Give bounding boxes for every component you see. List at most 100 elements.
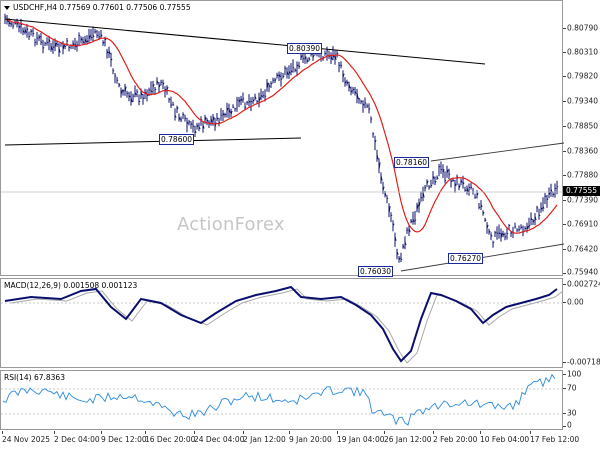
ohlc-tick — [528, 224, 531, 227]
ohlc-tick — [124, 86, 127, 93]
ohlc-tick — [118, 83, 121, 86]
time-label: 24 Nov 2025 — [2, 435, 51, 444]
ohlc-tick — [162, 82, 165, 86]
time-tick — [337, 431, 338, 434]
ohlc-tick — [100, 33, 103, 37]
ohlc-tick — [8, 21, 11, 25]
ohlc-tick — [538, 214, 541, 217]
ohlc-tick — [348, 83, 351, 89]
ohlc-tick — [412, 218, 415, 222]
ohlc-tick — [540, 207, 543, 211]
macd-canvas — [1, 285, 564, 364]
ohlc-tick — [62, 44, 65, 51]
ohlc-tick — [204, 116, 207, 121]
ohlc-tick — [58, 47, 61, 53]
ohlc-tick — [228, 108, 231, 113]
ohlc-tick — [460, 179, 463, 183]
ohlc-tick — [406, 229, 409, 231]
rsi-panel[interactable]: RSI(14) 67.8363 — [0, 370, 564, 430]
ohlc-tick — [212, 116, 215, 122]
tick-mark — [563, 249, 566, 250]
ohlc-tick — [240, 98, 243, 101]
price-tick-label: 0.76910 — [567, 219, 599, 229]
time-axis[interactable]: 24 Nov 2025 2 Dec 04:00 9 Dec 12:00 16 D… — [0, 431, 600, 450]
ohlc-tick — [74, 42, 77, 48]
ohlc-tick — [526, 225, 529, 231]
ohlc-tick — [342, 73, 345, 78]
ohlc-tick — [436, 176, 439, 179]
ohlc-tick — [352, 88, 355, 91]
ohlc-tick — [366, 105, 369, 107]
rsi-axis[interactable]: 100 70 30 0 — [563, 370, 600, 430]
ohlc-tick — [450, 180, 453, 183]
ohlc-tick — [98, 36, 101, 38]
macd-tick-label: 0.00 — [567, 297, 584, 307]
ohlc-tick — [386, 197, 389, 199]
ohlc-tick — [534, 215, 537, 221]
time-label: 16 Dec 20:00 — [145, 435, 196, 444]
rsi-tick-label: 30 — [567, 408, 577, 418]
ohlc-tick — [188, 121, 191, 123]
ohlc-bars — [4, 13, 559, 263]
ohlc-tick — [346, 81, 349, 85]
ohlc-tick — [22, 29, 25, 33]
ohlc-tick — [110, 58, 113, 61]
ohlc-tick — [68, 46, 71, 49]
ohlc-tick — [500, 233, 503, 239]
macd-axis[interactable]: 0.002724 0.00 -0.007189 — [563, 278, 600, 368]
current-price-badge: 0.77555 — [563, 186, 600, 196]
time-tick — [243, 431, 244, 434]
tick-mark — [563, 101, 566, 102]
time-tick — [2, 431, 3, 434]
price-tick-label: 0.77390 — [567, 195, 599, 205]
ohlc-tick — [108, 50, 111, 55]
ohlc-tick — [468, 186, 471, 189]
price-chart-canvas[interactable] — [1, 1, 564, 277]
macd-tick-label: -0.007189 — [567, 357, 600, 367]
ohlc-tick — [298, 65, 301, 68]
tick-mark — [563, 151, 566, 152]
ohlc-tick — [498, 232, 501, 235]
ohlc-tick — [196, 125, 199, 128]
ohlc-tick — [150, 90, 153, 93]
ohlc-tick — [138, 100, 141, 103]
ohlc-tick — [18, 25, 21, 29]
ohlc-tick — [84, 37, 87, 43]
time-tick — [433, 431, 434, 434]
time-label: 19 Jan 04:00 — [337, 435, 385, 444]
ohlc-tick — [490, 234, 493, 237]
ohlc-tick — [288, 70, 291, 74]
ohlc-tick — [466, 187, 469, 193]
ohlc-tick — [132, 95, 135, 97]
ohlc-tick — [354, 90, 357, 94]
ohlc-tick — [114, 75, 117, 77]
ohlc-tick — [54, 42, 57, 48]
ohlc-tick — [454, 182, 457, 187]
tick-mark — [563, 388, 566, 389]
ohlc-tick — [4, 16, 7, 18]
ohlc-tick — [428, 186, 431, 189]
ohlc-tick — [380, 175, 383, 181]
ohlc-tick — [426, 180, 429, 185]
macd-panel[interactable]: MACD(12,26,9) 0.001508 0.001123 — [0, 278, 564, 368]
ohlc-tick — [264, 95, 267, 98]
moving-average-line — [4, 18, 558, 234]
ohlc-tick — [176, 107, 179, 110]
chevron-down-icon[interactable] — [4, 6, 10, 10]
ohlc-tick — [368, 108, 371, 110]
price-axis[interactable]: 0.80790 0.80310 0.79820 0.79340 0.78850 … — [563, 0, 600, 277]
ohlc-tick — [410, 220, 413, 223]
ohlc-tick — [416, 204, 419, 211]
price-tick-label: 0.77880 — [567, 170, 599, 180]
price-chart-panel[interactable]: USDCHF,H4 0.77569 0.77601 0.77506 0.7755… — [0, 0, 564, 277]
macd-main-line — [4, 285, 558, 363]
lower-trendline[interactable] — [4, 137, 302, 146]
upper-trendline[interactable] — [4, 18, 486, 65]
time-tick — [480, 431, 481, 434]
ohlc-tick — [552, 193, 555, 196]
ohlc-tick — [488, 230, 491, 234]
price-tick-label: 0.80790 — [567, 23, 599, 33]
channel-upper-line[interactable] — [430, 142, 564, 162]
ohlc-tick — [174, 114, 177, 118]
ohlc-tick — [48, 38, 51, 42]
